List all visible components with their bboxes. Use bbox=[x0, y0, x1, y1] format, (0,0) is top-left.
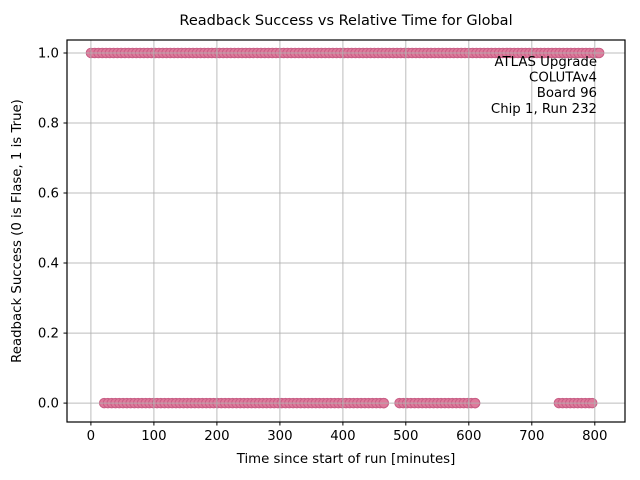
x-tick-label: 400 bbox=[330, 429, 355, 444]
annotation-line: ATLAS Upgrade bbox=[494, 55, 597, 70]
y-tick-label: 0.8 bbox=[38, 117, 59, 132]
x-tick-label: 600 bbox=[456, 429, 481, 444]
x-axis-label: Time since start of run [minutes] bbox=[236, 452, 456, 467]
annotation-line: Board 96 bbox=[537, 86, 597, 101]
x-tick-label: 200 bbox=[204, 429, 229, 444]
annotation-line: Chip 1, Run 232 bbox=[491, 102, 597, 117]
y-tick-label: 0.2 bbox=[38, 327, 59, 342]
y-tick-label: 1.0 bbox=[38, 47, 59, 62]
annotation-line: COLUTAv4 bbox=[529, 71, 597, 86]
y-axis-label: Readback Success (0 is Flase, 1 is True) bbox=[10, 99, 25, 363]
x-tick-label: 100 bbox=[141, 429, 166, 444]
y-tick-label: 0.0 bbox=[38, 397, 59, 412]
x-tick-label: 300 bbox=[267, 429, 292, 444]
chart-title: Readback Success vs Relative Time for Gl… bbox=[179, 13, 512, 29]
axis-ticks: 0 100 200 300 400 500 600 700 800 0.0 0.2 0.4 0.6 0.8… bbox=[38, 47, 608, 444]
corner-annotation: ATLAS Upgrade COLUTAv4 Board 96 Chip 1, … bbox=[491, 55, 597, 117]
y-tick-label: 0.6 bbox=[38, 187, 59, 202]
x-tick-label: 500 bbox=[393, 429, 418, 444]
x-tick-label: 800 bbox=[582, 429, 607, 444]
plot-border bbox=[66, 39, 626, 423]
x-tick-label: 700 bbox=[519, 429, 544, 444]
plot-area: 0 100 200 300 400 500 600 700 800 0.0 0.2 0.4 0.6 0.8… bbox=[38, 39, 626, 444]
gridlines bbox=[67, 40, 625, 422]
y-tick-label: 0.4 bbox=[38, 257, 59, 272]
x-tick-label: 0 bbox=[87, 429, 95, 444]
